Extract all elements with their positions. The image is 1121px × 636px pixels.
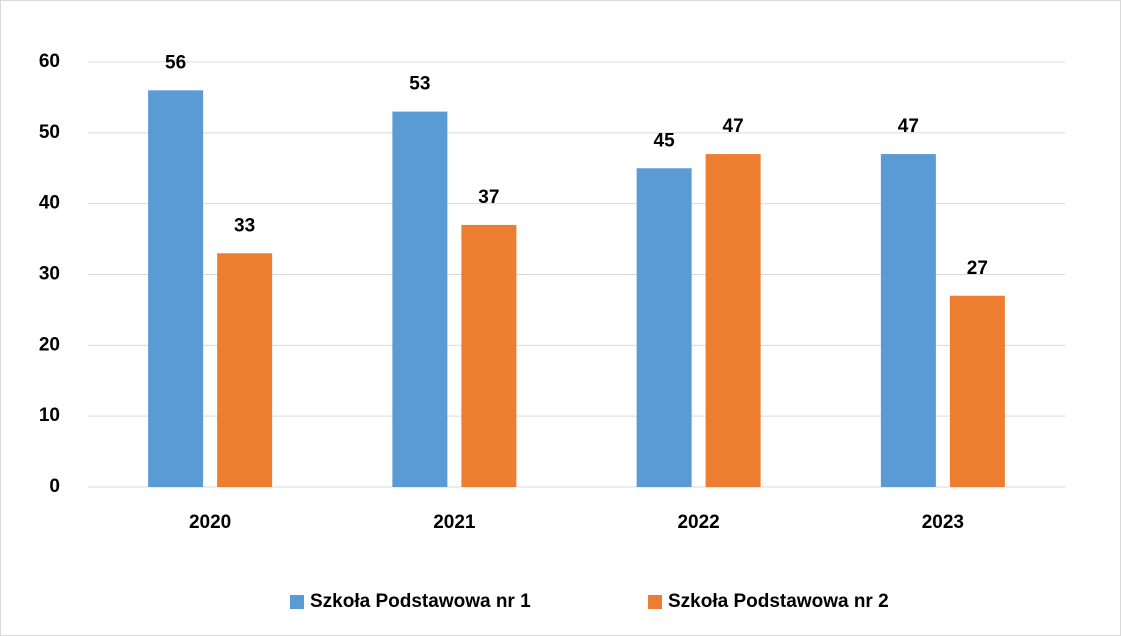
legend-label: Szkoła Podstawowa nr 1 xyxy=(310,591,531,612)
data-label: 47 xyxy=(723,116,744,137)
data-label: 33 xyxy=(234,215,255,236)
bar xyxy=(949,295,1005,487)
bar xyxy=(217,253,273,487)
bar xyxy=(461,224,517,487)
legend-swatch xyxy=(290,595,304,609)
bar xyxy=(636,168,692,487)
y-tick-label: 50 xyxy=(39,122,60,143)
y-tick-label: 60 xyxy=(39,51,60,72)
data-label: 45 xyxy=(654,130,676,151)
data-label: 27 xyxy=(967,258,988,279)
data-label: 47 xyxy=(898,116,919,137)
bar xyxy=(392,111,448,487)
y-tick-label: 0 xyxy=(49,476,60,497)
x-tick-label: 2023 xyxy=(922,512,964,533)
legend-swatch xyxy=(648,595,662,609)
y-tick-label: 30 xyxy=(39,264,60,285)
bar xyxy=(705,154,761,488)
x-tick-label: 2020 xyxy=(189,512,231,533)
data-label: 37 xyxy=(478,187,499,208)
bar xyxy=(148,90,204,487)
legend-label: Szkoła Podstawowa nr 2 xyxy=(668,591,889,612)
data-label: 53 xyxy=(409,74,430,95)
y-tick-label: 40 xyxy=(39,193,60,214)
y-tick-label: 20 xyxy=(39,334,60,355)
y-tick-label: 10 xyxy=(39,405,60,426)
x-tick-label: 2021 xyxy=(433,512,476,533)
x-tick-label: 2022 xyxy=(677,512,719,533)
data-label: 56 xyxy=(165,52,186,73)
bar xyxy=(880,154,936,488)
